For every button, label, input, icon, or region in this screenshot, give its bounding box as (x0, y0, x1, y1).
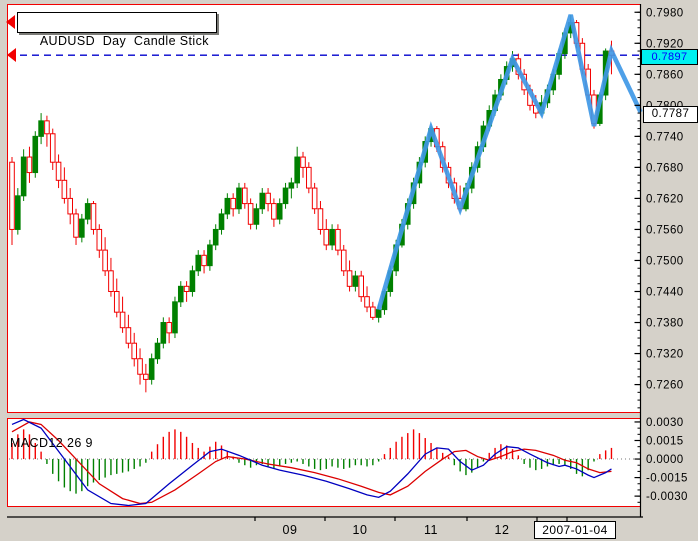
svg-text:0.0015: 0.0015 (646, 436, 684, 448)
date-marker-box: 2007-01-04 (534, 521, 616, 539)
svg-text:12: 12 (495, 523, 510, 537)
candlestick-panel (7, 4, 641, 413)
price-line-arrow-icon (7, 48, 16, 62)
svg-text:0.7860: 0.7860 (646, 69, 684, 81)
svg-text:0.7500: 0.7500 (646, 255, 684, 267)
svg-text:0.7440: 0.7440 (646, 286, 684, 298)
svg-text:0.7260: 0.7260 (646, 380, 684, 392)
zigzag-line (376, 14, 643, 311)
title-marker-arrow-icon (6, 15, 15, 29)
svg-text:0.7320: 0.7320 (646, 349, 684, 361)
svg-text:0.7980: 0.7980 (646, 7, 684, 19)
svg-text:0.0000: 0.0000 (646, 454, 684, 466)
macd-dif-line (11, 418, 612, 507)
svg-text:09: 09 (283, 523, 298, 537)
macd-histogram (11, 429, 613, 494)
svg-text:0.7380: 0.7380 (646, 318, 684, 330)
time-axis: 09 10 11 12 (7, 516, 643, 537)
svg-text:10: 10 (353, 523, 368, 537)
macd-signal-line (11, 421, 612, 505)
svg-text:0.7920: 0.7920 (646, 38, 684, 50)
svg-text:0.7740: 0.7740 (646, 131, 684, 143)
svg-text:0.7680: 0.7680 (646, 162, 684, 174)
svg-text:0.0030: 0.0030 (646, 417, 684, 429)
svg-text:11: 11 (424, 523, 438, 537)
price-marker-zigzag-end: 0.7787 (643, 106, 698, 123)
svg-text:0.7560: 0.7560 (646, 224, 684, 236)
svg-text:-0.0015: -0.0015 (646, 473, 688, 485)
chart-title-box: AUDUSD Day Candle Stick (17, 12, 217, 48)
macd-params-label: MACD12 26 9 (10, 436, 93, 450)
macd-axis: 0.0030 0.0015 0.0000 -0.0015 -0.0030 (634, 417, 688, 503)
chart-title: AUDUSD Day Candle Stick (39, 34, 209, 48)
price-marker-current: 0.7897 (641, 49, 698, 65)
svg-text:-0.0030: -0.0030 (646, 491, 688, 503)
svg-text:0.7620: 0.7620 (646, 193, 684, 205)
